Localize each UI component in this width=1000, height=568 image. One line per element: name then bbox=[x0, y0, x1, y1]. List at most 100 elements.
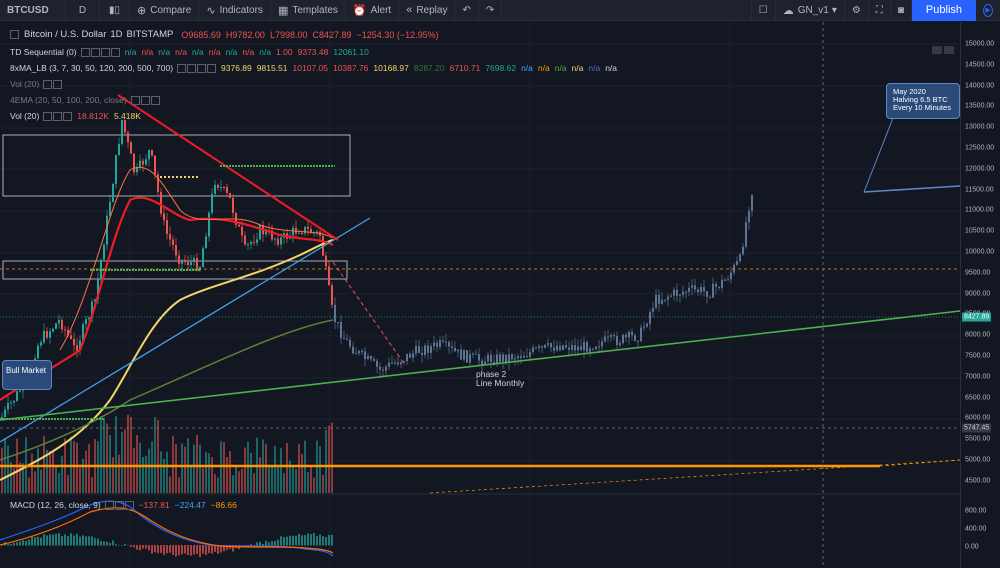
candle-body bbox=[463, 350, 465, 360]
price-candles bbox=[1, 119, 753, 421]
volume-bar bbox=[277, 467, 279, 493]
halving-callout[interactable]: May 2020 Halving 6.5 BTC Every 10 Minute… bbox=[886, 83, 960, 119]
symbol-search-button[interactable]: BTCUSD bbox=[0, 0, 66, 21]
volume-bar bbox=[301, 453, 303, 493]
candle-body bbox=[142, 160, 144, 165]
collapse-pane-icon[interactable] bbox=[932, 46, 942, 54]
publish-button[interactable]: Publish bbox=[911, 0, 976, 21]
volume-bar bbox=[217, 477, 219, 493]
macd-value: −224.47 bbox=[174, 500, 206, 510]
candle-body bbox=[154, 155, 156, 175]
main-series-legend[interactable]: Bitcoin / U.S. Dollar 1D BITSTAMP O9685.… bbox=[10, 29, 444, 40]
phase-annotation[interactable]: phase 2 Line Monthly bbox=[476, 370, 524, 388]
price-tick: 6000.00 bbox=[965, 414, 991, 422]
price-chart[interactable] bbox=[0, 22, 960, 568]
indicators-button[interactable]: ∿ Indicators bbox=[199, 0, 271, 21]
price-tick: 6500.00 bbox=[965, 394, 991, 402]
vol-value: 18.812K bbox=[77, 111, 109, 121]
gear-icon bbox=[90, 47, 100, 57]
layout-select-button[interactable]: ☐ bbox=[750, 0, 776, 21]
candle-body bbox=[55, 323, 57, 329]
macd-histogram-bar bbox=[151, 545, 153, 554]
candle-body bbox=[217, 184, 219, 188]
macd-histogram-bar bbox=[13, 542, 15, 546]
macd-histogram-bar bbox=[289, 535, 291, 546]
pane-controls[interactable] bbox=[930, 46, 954, 54]
volume-bar bbox=[43, 435, 45, 493]
redo-button[interactable]: ↷ bbox=[479, 0, 503, 21]
indicator-buttons[interactable] bbox=[80, 47, 121, 57]
macd-histogram-bar bbox=[307, 533, 309, 546]
indicator-buttons[interactable] bbox=[43, 111, 73, 121]
settings-button[interactable]: ⚙ bbox=[845, 0, 869, 21]
vol2-legend[interactable]: Vol (20) 18.812K 5.418K bbox=[10, 111, 146, 121]
play-button[interactable]: ▶ bbox=[976, 0, 1000, 21]
candle-body bbox=[127, 132, 129, 143]
interval-button[interactable]: D bbox=[66, 0, 100, 21]
macd-signal-line bbox=[0, 507, 334, 554]
candle-body bbox=[253, 241, 255, 243]
macd-histogram-bar bbox=[148, 545, 150, 551]
volume-bar bbox=[286, 443, 288, 493]
candle-body bbox=[631, 331, 633, 336]
compare-label: Compare bbox=[150, 4, 192, 16]
indicator-buttons[interactable] bbox=[104, 500, 135, 510]
candle-body bbox=[358, 350, 360, 354]
bull-market-callout[interactable]: Bull Market bbox=[2, 360, 52, 390]
fullscreen-button[interactable]: ⛶ bbox=[869, 0, 891, 21]
alert-button[interactable]: ⏰ Alert bbox=[346, 0, 400, 21]
td-value: 9373.48 bbox=[297, 47, 329, 57]
vol1-legend[interactable]: Vol (20) bbox=[10, 79, 67, 89]
ma-legend[interactable]: 8xMA_LB (3, 7, 30, 50, 120, 200, 500, 70… bbox=[10, 63, 622, 73]
macd-histogram-bar bbox=[85, 536, 87, 546]
price-tick: 5000.00 bbox=[965, 456, 991, 464]
undo-button[interactable]: ↶ bbox=[455, 0, 479, 21]
candle-body bbox=[316, 231, 318, 233]
legend-collapse-button[interactable] bbox=[10, 30, 20, 39]
templates-button[interactable]: ▦ Templates bbox=[271, 0, 346, 21]
ma-yellow-line bbox=[0, 239, 334, 481]
candle-body bbox=[418, 346, 420, 353]
volume-bar bbox=[241, 468, 243, 493]
replay-button[interactable]: «Replay bbox=[399, 0, 456, 21]
volume-bar bbox=[10, 462, 12, 493]
candle-body bbox=[187, 261, 189, 266]
candle-body bbox=[247, 244, 249, 246]
candle-body bbox=[607, 336, 609, 338]
macd-histogram-bar bbox=[145, 545, 147, 549]
candle-body bbox=[472, 353, 474, 355]
price-tick: 10500.00 bbox=[965, 227, 995, 235]
price-axis[interactable]: 15000.00 14500.00 14000.00 13500.00 13000.00… bbox=[960, 22, 1000, 568]
indicator-buttons[interactable] bbox=[43, 79, 63, 89]
macd-histogram-bar bbox=[43, 534, 45, 546]
candle-body bbox=[598, 346, 600, 348]
volume-bar bbox=[322, 474, 324, 493]
candle-body bbox=[346, 338, 348, 340]
macd-legend[interactable]: MACD (12, 26, close, 9) −137.81 −224.47 … bbox=[10, 500, 242, 510]
compare-button[interactable]: ⊕ Compare bbox=[130, 0, 200, 21]
macd-histogram-bar bbox=[331, 534, 333, 546]
chart-type-button[interactable]: ▮▯ bbox=[100, 0, 130, 21]
maximize-pane-icon[interactable] bbox=[944, 46, 954, 54]
price-tick: 11000.00 bbox=[965, 206, 994, 214]
indicators-label: Indicators bbox=[219, 4, 263, 16]
macd-histogram-bar bbox=[133, 545, 135, 548]
candle-body bbox=[424, 345, 426, 356]
layout-name-button[interactable]: ☁ GN_v1 ▾ bbox=[776, 0, 845, 21]
ema-legend[interactable]: 4EMA (20, 50, 100, 200, close) bbox=[10, 95, 165, 105]
candle-body bbox=[208, 212, 210, 237]
candle-body bbox=[388, 362, 390, 367]
macd-tick: 0.00 bbox=[965, 543, 979, 551]
candle-body bbox=[532, 347, 534, 353]
volume-bar bbox=[157, 420, 159, 493]
macd-histogram-bar bbox=[94, 538, 96, 546]
indicator-buttons[interactable] bbox=[177, 63, 217, 73]
candle-body bbox=[727, 279, 729, 281]
snapshot-button[interactable]: ◙ bbox=[891, 0, 912, 21]
close-icon bbox=[150, 95, 160, 105]
volume-bar bbox=[274, 445, 276, 493]
indicator-buttons[interactable] bbox=[130, 95, 161, 105]
macd-histogram-bar bbox=[178, 545, 180, 556]
td-sequential-legend[interactable]: TD Sequential (0) n/a n/a n/a n/a n/a n/… bbox=[10, 47, 374, 57]
candle-body bbox=[391, 362, 393, 364]
